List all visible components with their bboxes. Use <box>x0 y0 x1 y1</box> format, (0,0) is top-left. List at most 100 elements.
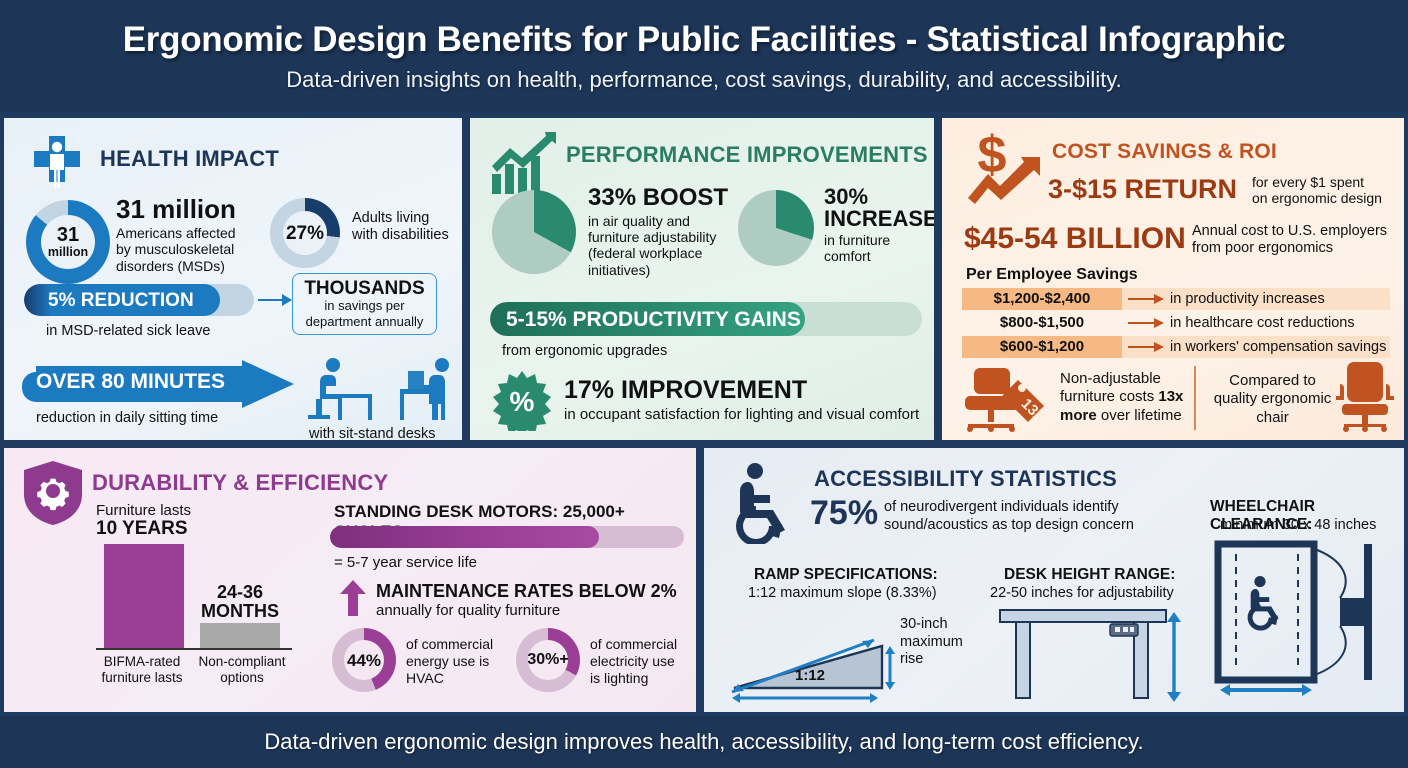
sit-stand-desk-icon <box>304 355 452 427</box>
perf-productivity-track <box>490 302 922 336</box>
svg-text:$: $ <box>978 128 1007 184</box>
cost-roi-note1: for every $1 spent <box>1252 174 1365 190</box>
adjustable-desk-icon <box>994 608 1194 704</box>
cost-row-amount: $600-$1,200 <box>962 336 1122 358</box>
donut-30-body: of commercial electricity use is lightin… <box>590 636 678 686</box>
table-row: $800-$1,500 in healthcare cost reduction… <box>962 312 1390 334</box>
health-reduction-bar-fill <box>24 284 220 316</box>
panel-durability: DURABILITY & EFFICIENCY Furniture lasts … <box>4 448 696 712</box>
cost-section-title: COST SAVINGS & ROI <box>1052 140 1277 163</box>
cost-compare-left-line1: Non-adjustable <box>1060 370 1161 387</box>
svg-text:1:12: 1:12 <box>795 667 825 684</box>
svg-text:%: % <box>510 386 535 417</box>
perf-productivity-caption: from ergonomic upgrades <box>502 343 668 359</box>
cost-row-desc: in workers' compensation savings <box>1170 338 1387 355</box>
shield-gear-icon <box>22 460 84 526</box>
cost-row-amount: $1,200-$2,400 <box>962 288 1122 310</box>
cost-row-amount: $800-$1,500 <box>999 314 1085 331</box>
durability-section-title: DURABILITY & EFFICIENCY <box>92 470 389 495</box>
cost-savings-table: $1,200-$2,400 in productivity increases … <box>962 288 1390 358</box>
ramp-subtitle: 1:12 maximum slope (8.33%) <box>748 585 937 601</box>
durability-chart-caption2: 10 YEARS <box>96 518 188 539</box>
cost-compare-left-line2a: furniture costs <box>1060 388 1159 406</box>
cost-row-desc: in productivity increases <box>1170 290 1325 307</box>
perf-improvement-caption: in occupant satisfaction for lighting an… <box>564 406 920 423</box>
bar-noncompliant <box>200 623 280 648</box>
bar-label-bifma: BIFMA-rated furniture lasts <box>101 654 183 685</box>
health-disabilities-body: Adults living with disabilities <box>352 210 449 244</box>
percent-starburst-icon: % <box>492 371 552 431</box>
wheelchair-icon <box>726 462 798 544</box>
donut-44-hvac: 44% <box>332 628 396 692</box>
durability-motors-caption: = 5-7 year service life <box>334 554 477 571</box>
desk-subtitle: 22-50 inches for adjustability <box>990 585 1174 601</box>
wheelchair-clearance-diagram-icon <box>1212 540 1394 700</box>
perf-boost-headline: 33% BOOST <box>588 184 729 211</box>
panel-performance: PERFORMANCE IMPROVEMENTS 33% BOOST in ai… <box>470 118 934 440</box>
arrow-right-icon <box>1128 342 1164 352</box>
bar-label-noncompliant: Non-compliant options <box>198 654 286 685</box>
cost-compare-left-line3a: more <box>1060 406 1097 424</box>
cost-annual-headline: $45-54 BILLION <box>964 222 1186 255</box>
medical-cross-person-icon <box>28 134 86 192</box>
perf-increase-line1: 30% <box>824 184 869 209</box>
cost-compare-right-line1: Compared to <box>1229 372 1316 389</box>
durability-chart-caption1: Furniture lasts <box>96 502 192 519</box>
panel-health-impact: HEALTH IMPACT 31 million 31 million Amer… <box>4 118 462 440</box>
ergonomic-chair-icon <box>1334 362 1396 432</box>
page-title: Ergonomic Design Benefits for Public Fac… <box>122 19 1286 59</box>
table-row: $600-$1,200 in workers' compensation sav… <box>962 336 1390 358</box>
office-chair-pricetag-icon: 13X <box>964 366 1054 432</box>
donut-31-million: 31 million <box>26 200 110 284</box>
donut-27-percent: 27% <box>270 198 340 268</box>
durability-maintenance-headline: MAINTENANCE RATES BELOW 2% <box>376 581 677 601</box>
bar-bifma <box>104 544 184 648</box>
durability-maintenance-caption: annually for quality furniture <box>376 602 561 619</box>
accessibility-75-line2: sound/acoustics as top design concern <box>884 517 1134 534</box>
ramp-diagram: 1:12 <box>724 606 934 706</box>
arrow-right-icon <box>1128 318 1164 328</box>
panel-accessibility: ACCESSIBILITY STATISTICS 75% of neurodiv… <box>704 448 1404 712</box>
perf-boost-body: in air quality and furniture adjustabili… <box>588 213 717 278</box>
cost-compare-left-line2b: 13x <box>1158 388 1184 406</box>
cost-compare-left-line3b: over lifetime <box>1096 406 1182 424</box>
perf-productivity-fill <box>490 302 806 336</box>
cost-annual-note1: Annual cost to U.S. employers <box>1192 223 1388 239</box>
performance-section-title: PERFORMANCE IMPROVEMENTS <box>566 142 928 167</box>
ramp-rise-label: 30-inch maximum rise <box>900 616 963 668</box>
perf-increase-body: in furniture comfort <box>824 232 891 265</box>
pie-30-increase <box>738 190 814 266</box>
health-31million-body: Americans affected by musculoskeletal di… <box>116 225 236 274</box>
health-savings-line1: in savings per <box>324 298 405 314</box>
health-section-title: HEALTH IMPACT <box>100 146 279 171</box>
desk-title: DESK HEIGHT RANGE: <box>1004 566 1176 583</box>
cost-row-desc: in healthcare cost reductions <box>1170 314 1355 331</box>
health-savings-box: THOUSANDS in savings per department annu… <box>292 273 437 335</box>
footer-text: Data-driven ergonomic design improves he… <box>264 729 1144 754</box>
donut-31-value: 31 <box>56 224 80 247</box>
table-row: $1,200-$2,400 in productivity increases <box>962 288 1390 310</box>
donut-44-value: 44% <box>346 650 382 670</box>
dollar-growth-arrow-icon: $ <box>966 128 1044 206</box>
accessibility-section-title: ACCESSIBILITY STATISTICS <box>814 466 1118 491</box>
health-savings-headline: THOUSANDS <box>304 278 425 300</box>
health-minutes-arrow <box>22 360 294 408</box>
health-reduction-label: 5% REDUCTION <box>48 290 194 311</box>
health-minutes-label: OVER 80 MINUTES <box>36 370 226 393</box>
health-arrow-icon <box>258 292 292 308</box>
growth-chart-arrow-icon <box>490 130 556 194</box>
cost-comparison-divider <box>1194 366 1196 430</box>
durability-motors-track <box>330 526 684 548</box>
health-31million-headline: 31 million <box>116 194 236 224</box>
footer-banner: Data-driven ergonomic design improves he… <box>0 716 1408 768</box>
cost-compare-right-line3: chair <box>1256 408 1289 426</box>
durability-motors-fill <box>330 526 600 548</box>
up-arrow-icon <box>340 580 366 616</box>
bar-chart-axis <box>96 648 292 650</box>
page-subtitle: Data-driven insights on health, performa… <box>286 66 1122 92</box>
arrow-right-icon <box>1128 294 1164 304</box>
health-reduction-caption: in MSD-related sick leave <box>46 323 211 339</box>
clearance-subtitle: minimum 30 x 48 inches <box>1220 517 1377 533</box>
perf-improvement-headline: 17% IMPROVEMENT <box>564 376 808 404</box>
